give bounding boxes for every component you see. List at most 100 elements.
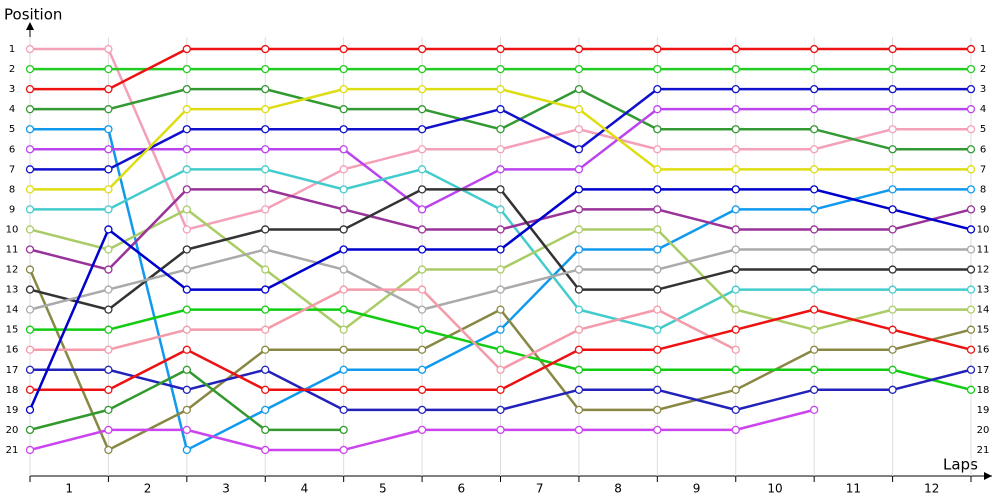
point [574,44,584,54]
point [731,165,740,174]
point [496,405,505,415]
y-tick-label-right: 14 [977,305,990,316]
point [261,445,270,455]
y-tick-label: 1 [9,44,15,55]
point [339,365,348,374]
point [339,185,348,194]
y-tick-label: 16 [6,345,19,356]
point [888,225,897,234]
point [653,405,662,415]
point [182,445,191,455]
point [25,125,35,134]
point [966,225,976,234]
y-tick-label-right: 11 [977,244,990,255]
point [25,325,35,334]
point [104,385,113,394]
point [810,345,819,354]
point [339,285,348,294]
point [261,145,270,154]
point [810,325,819,334]
point [417,44,427,54]
point [25,345,35,354]
point [182,44,191,54]
point [496,365,505,374]
point [731,265,740,274]
point [653,84,662,94]
point [810,265,819,274]
point [25,205,35,214]
point [810,305,819,314]
point [182,425,191,435]
point [25,365,35,374]
y-tick-label-right: 15 [977,325,990,336]
point [496,225,505,234]
y-tick-label-right: 13 [977,285,990,296]
point [574,185,584,194]
y-tick-label-right: 10 [977,224,990,235]
point [653,44,662,54]
point [810,125,819,134]
point [261,285,270,294]
point [888,64,897,74]
point [182,125,191,134]
point [810,365,819,374]
point [731,84,740,94]
point [261,265,270,274]
point [182,145,191,154]
y-tick-label-right: 19 [977,405,990,416]
point [810,225,819,234]
y-tick-label-right: 12 [977,265,990,276]
point [104,84,113,94]
point [574,425,584,435]
point [339,225,348,234]
point [182,325,191,334]
point [574,345,584,354]
point [496,265,505,274]
point [888,325,897,334]
point [25,84,35,94]
point [104,405,113,415]
point [104,265,113,274]
point [261,44,270,54]
point [261,365,270,374]
point [417,125,427,134]
point [810,84,819,94]
point [104,345,113,354]
point [261,305,270,314]
y-tick-label-right: 16 [977,345,990,356]
point [888,44,897,54]
point [888,285,897,294]
point [339,145,348,154]
x-tick-label: 4 [301,482,309,496]
y-tick-label: 10 [6,224,19,235]
point [653,125,662,134]
point [339,305,348,314]
point [261,84,270,94]
point [888,305,897,314]
point [496,125,505,134]
point [182,285,191,294]
point [966,305,976,314]
y-tick-label: 20 [6,425,19,436]
y-tick-label: 3 [9,84,15,95]
point [261,385,270,394]
y-tick-label: 13 [6,285,19,296]
point [417,185,427,194]
point [653,145,662,154]
point [182,305,191,314]
point [25,305,35,314]
point [653,285,662,294]
point [810,205,819,214]
point [182,245,191,254]
x-tick-label: 2 [144,482,152,496]
point [104,205,113,214]
y-tick-label: 7 [9,164,15,175]
point [339,385,348,394]
point [810,64,819,74]
point [496,64,505,74]
point [966,44,976,54]
point [25,445,35,455]
point [574,165,584,174]
point [104,145,113,154]
point [574,385,584,394]
